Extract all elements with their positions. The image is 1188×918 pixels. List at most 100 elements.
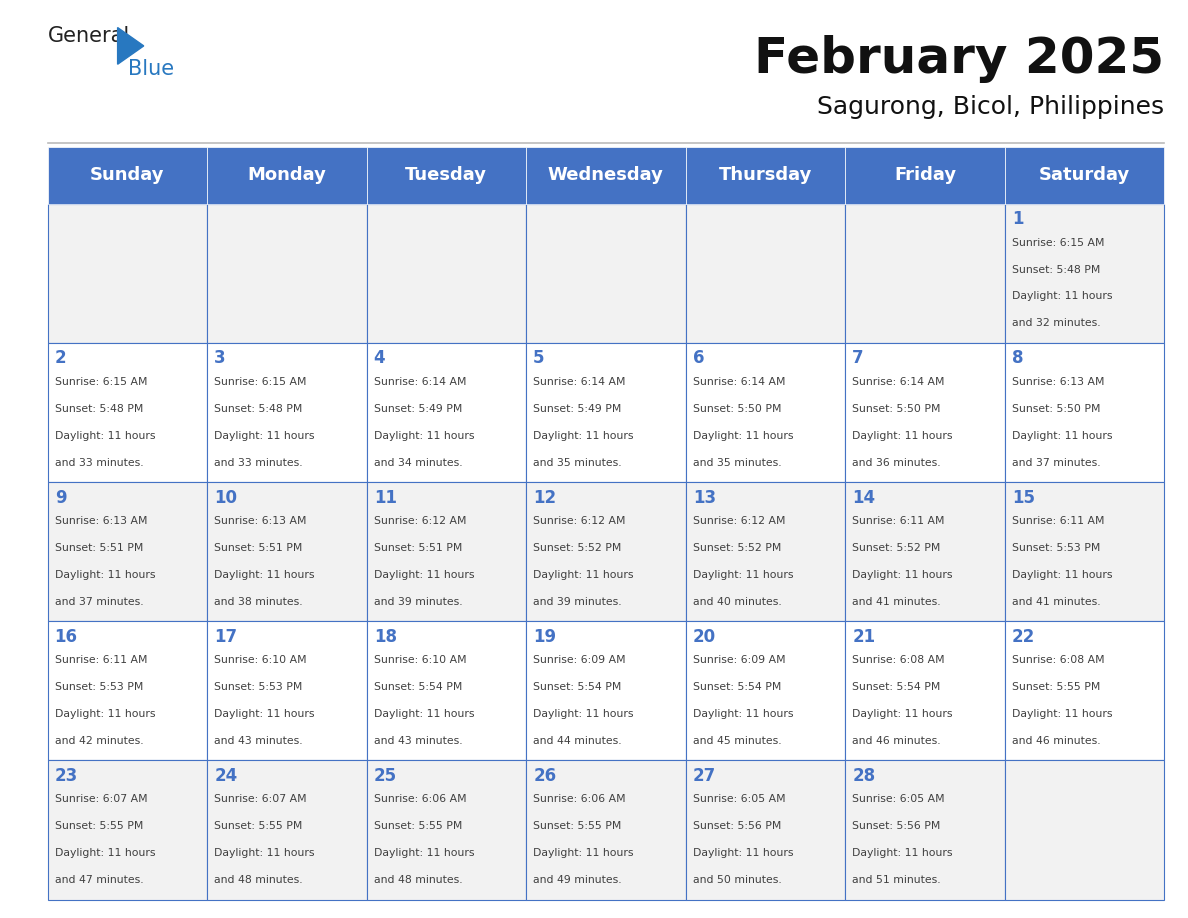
Bar bbox=[1005, 343, 1164, 482]
Text: and 33 minutes.: and 33 minutes. bbox=[214, 457, 303, 467]
Text: and 35 minutes.: and 35 minutes. bbox=[693, 457, 782, 467]
Text: and 33 minutes.: and 33 minutes. bbox=[55, 457, 144, 467]
Text: and 50 minutes.: and 50 minutes. bbox=[693, 875, 782, 885]
Text: Sunrise: 6:12 AM: Sunrise: 6:12 AM bbox=[693, 516, 785, 526]
Text: Sunrise: 6:08 AM: Sunrise: 6:08 AM bbox=[1012, 655, 1105, 666]
Text: Sunrise: 6:11 AM: Sunrise: 6:11 AM bbox=[1012, 516, 1105, 526]
Text: Blue: Blue bbox=[128, 59, 175, 79]
Text: 18: 18 bbox=[374, 628, 397, 645]
Text: and 44 minutes.: and 44 minutes. bbox=[533, 736, 621, 745]
Text: Daylight: 11 hours: Daylight: 11 hours bbox=[533, 570, 633, 580]
Bar bbox=[685, 147, 845, 204]
Text: 10: 10 bbox=[214, 488, 238, 507]
Text: Daylight: 11 hours: Daylight: 11 hours bbox=[55, 570, 156, 580]
Text: and 40 minutes.: and 40 minutes. bbox=[693, 597, 782, 607]
Text: Sunset: 5:54 PM: Sunset: 5:54 PM bbox=[852, 682, 941, 692]
Bar bbox=[685, 343, 845, 482]
Text: Daylight: 11 hours: Daylight: 11 hours bbox=[374, 848, 474, 858]
Text: and 48 minutes.: and 48 minutes. bbox=[214, 875, 303, 885]
Text: Daylight: 11 hours: Daylight: 11 hours bbox=[55, 431, 156, 441]
Bar bbox=[526, 482, 685, 621]
Bar bbox=[845, 760, 1005, 900]
Bar bbox=[526, 204, 685, 343]
Text: Sunset: 5:51 PM: Sunset: 5:51 PM bbox=[214, 543, 303, 553]
Text: and 48 minutes.: and 48 minutes. bbox=[374, 875, 462, 885]
Bar bbox=[845, 343, 1005, 482]
Text: 19: 19 bbox=[533, 628, 556, 645]
Text: and 34 minutes.: and 34 minutes. bbox=[374, 457, 462, 467]
Text: 7: 7 bbox=[852, 350, 864, 367]
Text: Sunset: 5:48 PM: Sunset: 5:48 PM bbox=[214, 404, 303, 414]
Text: and 43 minutes.: and 43 minutes. bbox=[214, 736, 303, 745]
Text: Wednesday: Wednesday bbox=[548, 166, 664, 185]
Text: Sunset: 5:55 PM: Sunset: 5:55 PM bbox=[533, 822, 621, 832]
Bar bbox=[685, 760, 845, 900]
Text: and 38 minutes.: and 38 minutes. bbox=[214, 597, 303, 607]
Text: Sunset: 5:54 PM: Sunset: 5:54 PM bbox=[533, 682, 621, 692]
Text: Saturday: Saturday bbox=[1038, 166, 1130, 185]
Text: Sunrise: 6:13 AM: Sunrise: 6:13 AM bbox=[214, 516, 307, 526]
Bar bbox=[1005, 204, 1164, 343]
Text: Sunset: 5:54 PM: Sunset: 5:54 PM bbox=[693, 682, 782, 692]
Text: Sunset: 5:52 PM: Sunset: 5:52 PM bbox=[533, 543, 621, 553]
Text: 13: 13 bbox=[693, 488, 716, 507]
Bar bbox=[845, 147, 1005, 204]
Text: Sunrise: 6:07 AM: Sunrise: 6:07 AM bbox=[55, 794, 147, 804]
Text: and 37 minutes.: and 37 minutes. bbox=[55, 597, 144, 607]
Text: 8: 8 bbox=[1012, 350, 1023, 367]
Text: Tuesday: Tuesday bbox=[405, 166, 487, 185]
Text: Sunrise: 6:05 AM: Sunrise: 6:05 AM bbox=[693, 794, 785, 804]
Bar bbox=[48, 204, 207, 343]
Text: Sunset: 5:53 PM: Sunset: 5:53 PM bbox=[214, 682, 303, 692]
Bar bbox=[207, 204, 367, 343]
Text: Sunset: 5:52 PM: Sunset: 5:52 PM bbox=[693, 543, 782, 553]
Text: Daylight: 11 hours: Daylight: 11 hours bbox=[533, 848, 633, 858]
Text: Daylight: 11 hours: Daylight: 11 hours bbox=[693, 431, 794, 441]
Bar bbox=[845, 482, 1005, 621]
Text: and 45 minutes.: and 45 minutes. bbox=[693, 736, 782, 745]
Text: 2: 2 bbox=[55, 350, 67, 367]
Bar bbox=[685, 204, 845, 343]
Text: 5: 5 bbox=[533, 350, 545, 367]
Bar bbox=[367, 482, 526, 621]
Text: Sunset: 5:55 PM: Sunset: 5:55 PM bbox=[214, 822, 303, 832]
Text: 24: 24 bbox=[214, 767, 238, 785]
Text: Sunrise: 6:05 AM: Sunrise: 6:05 AM bbox=[852, 794, 944, 804]
Text: and 37 minutes.: and 37 minutes. bbox=[1012, 457, 1100, 467]
Bar bbox=[845, 204, 1005, 343]
Text: 27: 27 bbox=[693, 767, 716, 785]
Text: and 42 minutes.: and 42 minutes. bbox=[55, 736, 144, 745]
Text: Daylight: 11 hours: Daylight: 11 hours bbox=[533, 431, 633, 441]
Text: Sunset: 5:54 PM: Sunset: 5:54 PM bbox=[374, 682, 462, 692]
Bar bbox=[367, 204, 526, 343]
Text: 14: 14 bbox=[852, 488, 876, 507]
Bar bbox=[526, 147, 685, 204]
Text: Sunset: 5:55 PM: Sunset: 5:55 PM bbox=[1012, 682, 1100, 692]
Text: Daylight: 11 hours: Daylight: 11 hours bbox=[214, 709, 315, 719]
Text: Sunset: 5:52 PM: Sunset: 5:52 PM bbox=[852, 543, 941, 553]
Bar bbox=[207, 343, 367, 482]
Text: Sunrise: 6:13 AM: Sunrise: 6:13 AM bbox=[55, 516, 147, 526]
Text: 3: 3 bbox=[214, 350, 226, 367]
Text: Daylight: 11 hours: Daylight: 11 hours bbox=[693, 570, 794, 580]
Text: Daylight: 11 hours: Daylight: 11 hours bbox=[214, 431, 315, 441]
Bar bbox=[1005, 482, 1164, 621]
Text: Daylight: 11 hours: Daylight: 11 hours bbox=[1012, 570, 1112, 580]
Text: Sunrise: 6:14 AM: Sunrise: 6:14 AM bbox=[693, 377, 785, 386]
Text: 4: 4 bbox=[374, 350, 385, 367]
Text: Daylight: 11 hours: Daylight: 11 hours bbox=[374, 709, 474, 719]
Text: Sunset: 5:48 PM: Sunset: 5:48 PM bbox=[1012, 264, 1100, 274]
Text: and 35 minutes.: and 35 minutes. bbox=[533, 457, 621, 467]
Bar bbox=[526, 760, 685, 900]
Bar bbox=[207, 482, 367, 621]
Text: Daylight: 11 hours: Daylight: 11 hours bbox=[693, 709, 794, 719]
Bar bbox=[207, 760, 367, 900]
Text: General: General bbox=[48, 26, 129, 46]
Text: Sunset: 5:55 PM: Sunset: 5:55 PM bbox=[374, 822, 462, 832]
Text: Sunday: Sunday bbox=[90, 166, 164, 185]
Text: Sunrise: 6:10 AM: Sunrise: 6:10 AM bbox=[374, 655, 467, 666]
Bar bbox=[367, 147, 526, 204]
Text: 11: 11 bbox=[374, 488, 397, 507]
Text: Monday: Monday bbox=[247, 166, 327, 185]
Text: 12: 12 bbox=[533, 488, 556, 507]
